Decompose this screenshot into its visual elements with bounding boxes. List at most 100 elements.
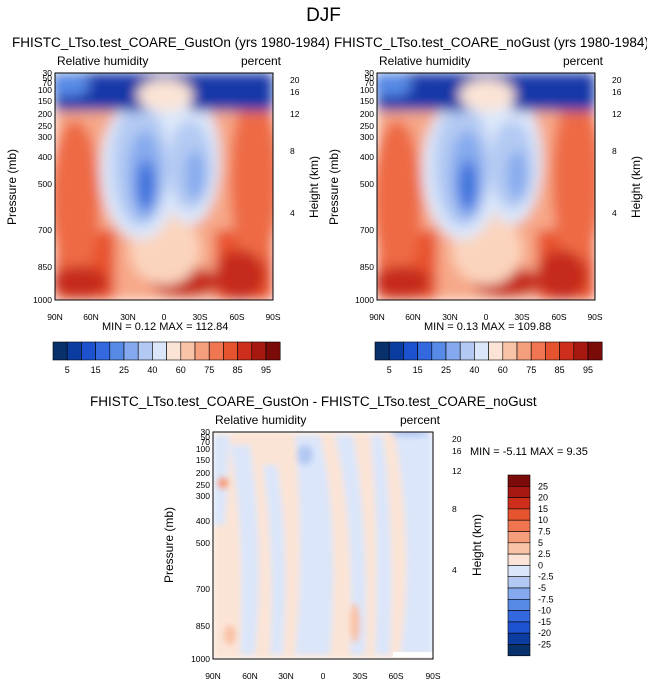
p2-ylabel-right: Height (km) xyxy=(629,156,643,218)
colorbar-cell xyxy=(488,341,504,361)
colorbar-cell xyxy=(388,341,404,361)
p1-min-value: 0.12 xyxy=(134,321,157,333)
p2-xtick: 30N xyxy=(442,312,458,322)
figure-title: DJF xyxy=(306,5,341,26)
colorbar-right: 5 15 25 40 60 75 85 95 xyxy=(374,341,603,375)
p1-left-label: Relative humidity xyxy=(57,54,148,68)
p1-ytick: 150 xyxy=(38,96,52,106)
colorbar-label: 5 xyxy=(387,365,392,375)
colorbar-cell xyxy=(109,341,125,361)
colorbar-cell xyxy=(459,341,475,361)
colorbar-cell xyxy=(180,341,196,361)
colorbar-label: 75 xyxy=(204,365,214,375)
colorbar-cell xyxy=(507,610,531,623)
colorbar-label: 40 xyxy=(147,365,157,375)
p1-ytick: 300 xyxy=(38,132,52,142)
colorbar-label: 25 xyxy=(441,365,451,375)
p3-ytick: 1000 xyxy=(191,654,210,664)
p2-ytick: 500 xyxy=(360,179,374,189)
p1-htick: 16 xyxy=(290,87,300,97)
p1-ytick: 500 xyxy=(38,179,52,189)
p1-xtick: 90S xyxy=(265,312,280,322)
colorbar-cell xyxy=(123,341,139,361)
colorbar-label: -10 xyxy=(538,606,551,616)
p2-ytick: 150 xyxy=(360,96,374,106)
p3-ylabel-right: Height (km) xyxy=(470,514,484,576)
p2-max-label: MAX = xyxy=(481,321,515,333)
p3-htick: 8 xyxy=(452,504,457,514)
colorbar-cell xyxy=(474,341,489,361)
p2-xtick: 60S xyxy=(551,312,566,322)
p1-min-label: MIN = xyxy=(102,321,132,333)
colorbar-cell xyxy=(152,341,167,361)
p2-min-value: 0.13 xyxy=(456,321,479,333)
colorbar-cell xyxy=(251,341,267,361)
p2-htick: 20 xyxy=(612,75,622,85)
p1-htick: 12 xyxy=(290,109,300,119)
colorbar-cell xyxy=(52,341,68,361)
colorbar-cell xyxy=(237,341,253,361)
p1-ytick: 100 xyxy=(38,85,52,95)
colorbar-cell xyxy=(507,565,531,578)
colorbar-label: -15 xyxy=(538,617,551,627)
colorbar-label: 60 xyxy=(176,365,186,375)
p3-htick: 16 xyxy=(452,446,462,456)
p1-ytick: 70 xyxy=(43,78,53,88)
p3-min-label: MIN = xyxy=(470,446,500,458)
p2-ylabel: Pressure (mb) xyxy=(327,149,341,225)
colorbar-label: 5 xyxy=(538,538,543,548)
p2-htick: 12 xyxy=(612,109,622,119)
p3-htick: 12 xyxy=(452,466,462,476)
p3-ytick: 200 xyxy=(196,468,210,478)
p3-xtick: 90S xyxy=(425,671,440,681)
p1-ylabel: Pressure (mb) xyxy=(5,149,19,225)
colorbar-label: 15 xyxy=(538,504,548,514)
p1-htick: 20 xyxy=(290,75,300,85)
p2-htick: 4 xyxy=(612,208,617,218)
colorbar-cell xyxy=(507,553,531,566)
colorbar-cell xyxy=(417,341,433,361)
p3-ytick: 150 xyxy=(196,455,210,465)
p2-stats: MIN = 0.13 MAX = 109.88 xyxy=(424,321,551,333)
colorbar-label: -2.5 xyxy=(538,572,554,582)
colorbar-label: 75 xyxy=(526,365,536,375)
colorbar-cell xyxy=(530,341,546,361)
colorbar-label: 20 xyxy=(538,493,548,503)
p2-htick: 16 xyxy=(612,87,622,97)
p3-ytick: 70 xyxy=(201,437,211,447)
p2-xtick: 30S xyxy=(514,312,529,322)
colorbar-label: 95 xyxy=(583,365,593,375)
p2-ytick: 300 xyxy=(360,132,374,142)
p1-ytick: 30 xyxy=(43,68,53,78)
colorbar-label: -5 xyxy=(538,583,546,593)
colorbar-cell xyxy=(507,587,531,600)
colorbar-label: 25 xyxy=(119,365,129,375)
p2-left-label: Relative humidity xyxy=(379,54,470,68)
colorbar-cell xyxy=(66,341,82,361)
p3-left-label: Relative humidity xyxy=(215,413,306,427)
p3-xtick: 30S xyxy=(352,671,367,681)
p3-xtick: 60N xyxy=(242,671,258,681)
p2-min-label: MIN = xyxy=(424,321,454,333)
p3-ytick: 500 xyxy=(196,538,210,548)
p1-xtick: 60N xyxy=(83,312,99,322)
p2-ytick: 30 xyxy=(365,68,375,78)
p1-xtick: 30N xyxy=(120,312,136,322)
colorbar-cell xyxy=(403,341,418,361)
colorbar-cell xyxy=(507,632,531,645)
p1-max-label: MAX = xyxy=(159,321,193,333)
colorbar-label: 85 xyxy=(555,365,565,375)
colorbar-cell xyxy=(507,644,531,657)
colorbar-cell xyxy=(507,486,531,498)
colorbar-label: 95 xyxy=(261,365,271,375)
p1-xtick: 60S xyxy=(229,312,244,322)
p2-ytick: 1000 xyxy=(355,295,374,305)
p3-ytick: 400 xyxy=(196,516,210,526)
p1-ytick: 700 xyxy=(38,225,52,235)
p2-xtick: 90S xyxy=(587,312,602,322)
p1-htick: 4 xyxy=(290,208,295,218)
panel2-title: FHISTC_LTso.test_COARE_noGust (yrs 1980-… xyxy=(334,35,647,50)
colorbar-label: 2.5 xyxy=(538,549,551,559)
p3-max-label: MAX = xyxy=(530,446,564,458)
